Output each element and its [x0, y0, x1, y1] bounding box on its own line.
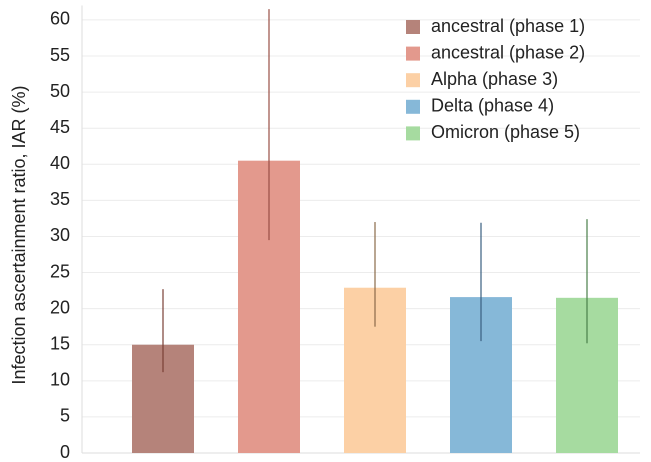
y-tick-label: 35	[50, 189, 70, 209]
y-tick-label: 0	[60, 442, 70, 462]
legend-swatch	[406, 73, 420, 88]
y-tick-label: 20	[50, 297, 70, 317]
y-axis-label: Infection ascertainment ratio, IAR (%)	[9, 85, 29, 384]
y-tick-label: 10	[50, 370, 70, 390]
legend-swatch	[406, 99, 420, 114]
y-tick-label: 30	[50, 225, 70, 245]
y-tick-label: 25	[50, 261, 70, 281]
legend-label: ancestral (phase 1)	[431, 16, 585, 36]
legend-swatch	[406, 46, 420, 61]
y-tick-label: 50	[50, 81, 70, 101]
legend-label: ancestral (phase 2)	[431, 42, 585, 62]
y-tick-label: 5	[60, 406, 70, 426]
y-tick-label: 45	[50, 117, 70, 137]
legend-label: Omicron (phase 5)	[431, 122, 580, 142]
legend-label: Alpha (phase 3)	[431, 69, 558, 89]
legend-swatch	[406, 126, 420, 141]
y-tick-label: 15	[50, 333, 70, 353]
legend-label: Delta (phase 4)	[431, 96, 554, 116]
legend-swatch	[406, 20, 420, 34]
y-tick-label: 40	[50, 153, 70, 173]
y-tick-label: 55	[50, 45, 70, 65]
y-tick-label: 60	[50, 9, 70, 29]
